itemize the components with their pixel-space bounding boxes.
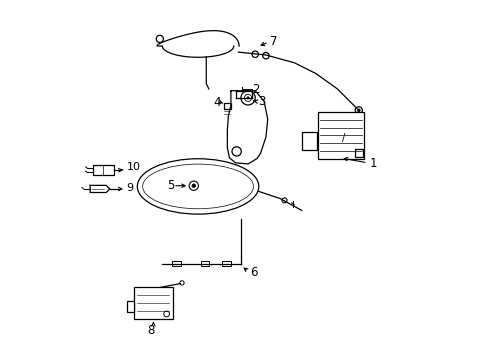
Text: 6: 6 [249, 266, 257, 279]
FancyBboxPatch shape [354, 149, 363, 157]
Text: /: / [341, 133, 344, 143]
FancyBboxPatch shape [317, 112, 364, 158]
FancyBboxPatch shape [172, 261, 181, 266]
Text: 7: 7 [270, 35, 277, 48]
Circle shape [357, 109, 360, 112]
Circle shape [246, 97, 248, 99]
FancyBboxPatch shape [201, 261, 209, 266]
Text: 1: 1 [369, 157, 376, 170]
Ellipse shape [137, 159, 258, 214]
Text: 4: 4 [213, 96, 220, 109]
Circle shape [192, 184, 195, 188]
FancyBboxPatch shape [301, 132, 316, 150]
FancyBboxPatch shape [134, 287, 173, 319]
Text: 3: 3 [258, 95, 265, 108]
Text: 8: 8 [146, 324, 154, 337]
Text: 10: 10 [126, 162, 141, 172]
FancyBboxPatch shape [93, 165, 114, 175]
FancyBboxPatch shape [222, 261, 230, 266]
Text: 9: 9 [126, 183, 134, 193]
Text: 2: 2 [251, 83, 259, 96]
FancyBboxPatch shape [127, 301, 134, 312]
FancyBboxPatch shape [224, 103, 230, 109]
Text: 5: 5 [166, 179, 174, 192]
Ellipse shape [142, 164, 253, 209]
